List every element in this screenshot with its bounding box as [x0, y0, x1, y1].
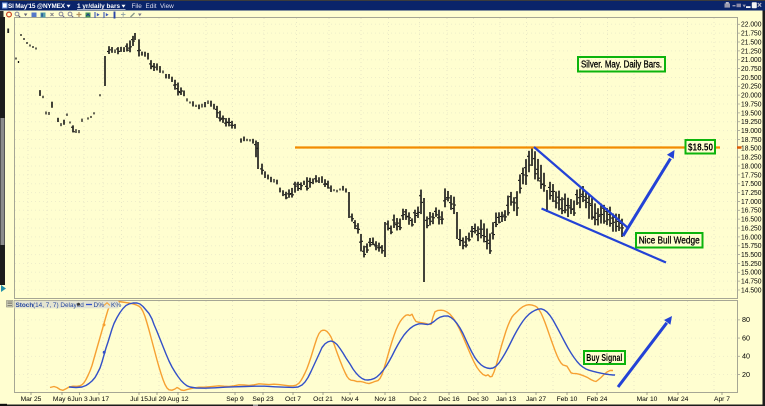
svg-text:Feb 24: Feb 24 [587, 396, 608, 403]
svg-text:Silver. May. Daily Bars.: Silver. May. Daily Bars. [581, 60, 662, 71]
svg-text:20: 20 [742, 370, 750, 379]
svg-text:D%: D% [94, 302, 105, 309]
svg-text:19.000: 19.000 [741, 126, 762, 135]
svg-text:SI May'15 @NYMEX: SI May'15 @NYMEX [8, 3, 66, 10]
svg-text:Mar 25: Mar 25 [21, 396, 42, 403]
svg-text:Jan 13: Jan 13 [496, 396, 516, 403]
svg-text:40: 40 [742, 352, 750, 361]
svg-text:15.250: 15.250 [741, 259, 762, 268]
svg-text:20.250: 20.250 [741, 82, 762, 91]
svg-text:Jan 27: Jan 27 [526, 396, 546, 403]
svg-text:15.000: 15.000 [741, 268, 762, 277]
svg-text:K%: K% [111, 302, 121, 309]
svg-text:Nov 4: Nov 4 [341, 396, 359, 403]
svg-text:Sep 23: Sep 23 [252, 396, 273, 403]
svg-text:21.500: 21.500 [741, 37, 762, 46]
svg-text:20.750: 20.750 [741, 64, 762, 73]
svg-text:Sep 9: Sep 9 [226, 396, 244, 403]
svg-text:16.000: 16.000 [741, 232, 762, 241]
svg-text:20.000: 20.000 [741, 91, 762, 100]
svg-text:Buy Signal: Buy Signal [586, 353, 622, 364]
svg-text:Apr 7: Apr 7 [714, 396, 730, 403]
svg-text:Dec 16: Dec 16 [438, 396, 459, 403]
svg-text:15.750: 15.750 [741, 241, 762, 250]
svg-text:19.500: 19.500 [741, 108, 762, 117]
svg-text:Dec 2: Dec 2 [409, 396, 427, 403]
svg-text:Dec 30: Dec 30 [467, 396, 488, 403]
svg-text:(14, 7, 7) Delayed: (14, 7, 7) Delayed [33, 302, 84, 309]
svg-text:Aug 12: Aug 12 [167, 396, 188, 403]
svg-text:16.500: 16.500 [741, 215, 762, 224]
svg-text:Stoch: Stoch [16, 302, 34, 309]
svg-text:Jun 3: Jun 3 [71, 396, 88, 403]
svg-text:16.250: 16.250 [741, 223, 762, 232]
svg-text:14.500: 14.500 [741, 285, 762, 294]
svg-text:Jul 29: Jul 29 [148, 396, 166, 403]
svg-text:Edit: Edit [146, 3, 157, 10]
svg-text:May 6: May 6 [53, 396, 71, 403]
svg-text:14.750: 14.750 [741, 277, 762, 286]
svg-text:21.250: 21.250 [741, 46, 762, 55]
svg-text:Jul 15: Jul 15 [130, 396, 148, 403]
svg-text:Oct 7: Oct 7 [285, 396, 301, 403]
svg-text:20.500: 20.500 [741, 73, 762, 82]
svg-text:60: 60 [742, 333, 750, 342]
svg-text:17.750: 17.750 [741, 170, 762, 179]
svg-text:15.500: 15.500 [741, 250, 762, 259]
svg-text:19.750: 19.750 [741, 99, 762, 108]
svg-text:18.250: 18.250 [741, 153, 762, 162]
svg-text:View: View [160, 3, 174, 10]
svg-text:80: 80 [742, 315, 750, 324]
svg-text:17.000: 17.000 [741, 197, 762, 206]
svg-text:Mar 24: Mar 24 [668, 396, 689, 403]
svg-text:21.000: 21.000 [741, 55, 762, 64]
svg-text:Jun 17: Jun 17 [89, 396, 109, 403]
svg-text:21.750: 21.750 [741, 29, 762, 38]
svg-text:19.250: 19.250 [741, 117, 762, 126]
svg-text:Nice Bull Wedge: Nice Bull Wedge [639, 236, 700, 247]
svg-text:17.250: 17.250 [741, 188, 762, 197]
svg-text:Nov 18: Nov 18 [374, 396, 395, 403]
svg-text:18.500: 18.500 [741, 144, 762, 153]
svg-text:22.000: 22.000 [741, 20, 762, 29]
svg-text:Feb 10: Feb 10 [557, 396, 578, 403]
svg-text:18.750: 18.750 [741, 135, 762, 144]
svg-text:$18.50: $18.50 [688, 142, 713, 153]
svg-text:File: File [132, 3, 143, 10]
svg-text:1 yr/daily bars: 1 yr/daily bars [77, 3, 120, 10]
svg-text:Oct 21: Oct 21 [313, 396, 333, 403]
svg-text:Mar 10: Mar 10 [637, 396, 658, 403]
svg-text:16.750: 16.750 [741, 206, 762, 215]
svg-text:17.500: 17.500 [741, 179, 762, 188]
svg-text:18.000: 18.000 [741, 161, 762, 170]
